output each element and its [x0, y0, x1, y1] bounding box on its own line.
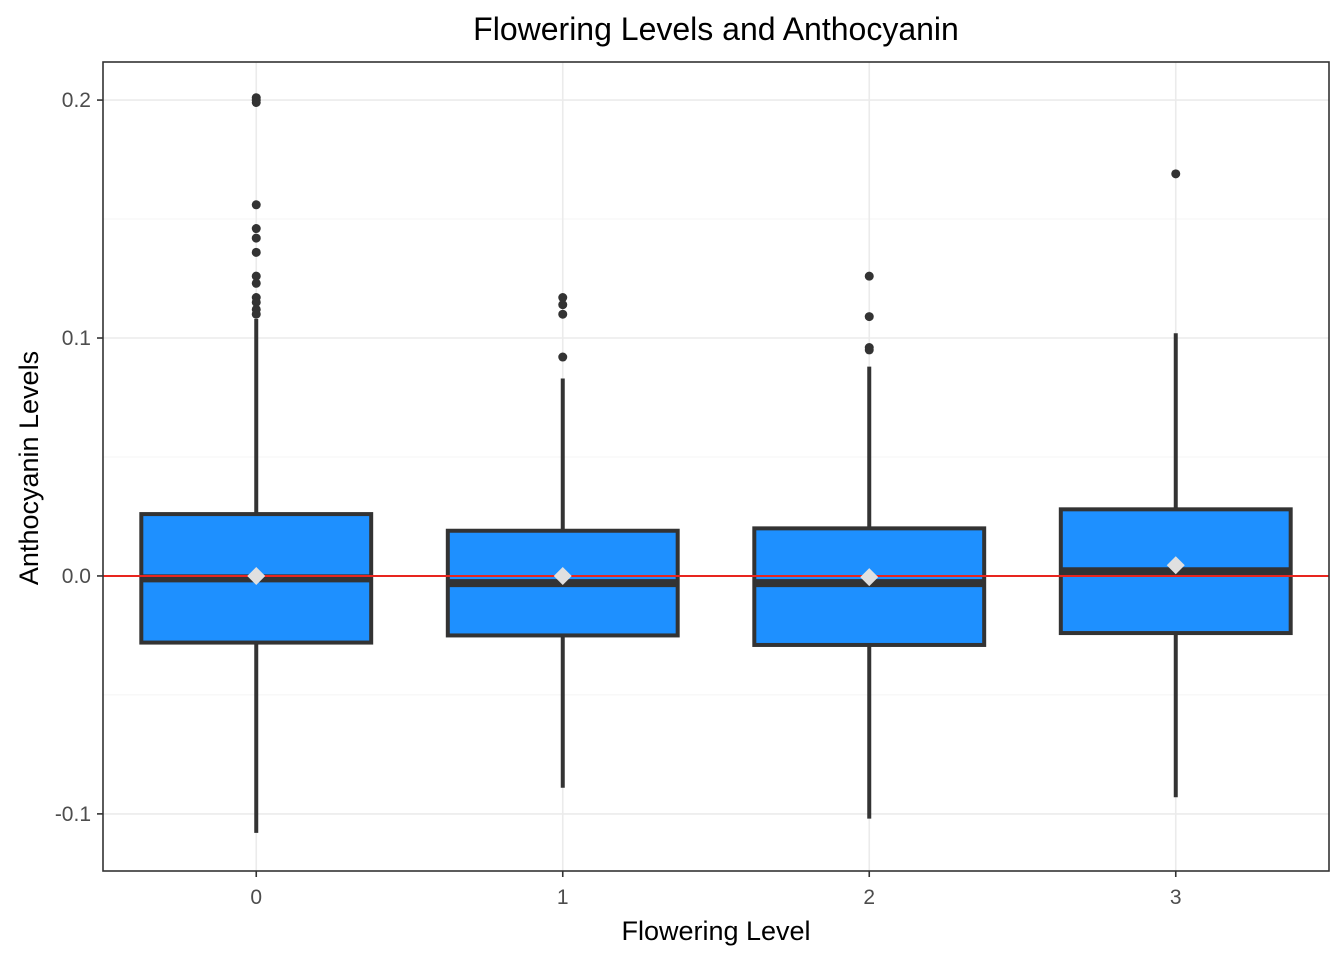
mean-markers [247, 556, 1185, 587]
mean-marker [860, 568, 879, 587]
outlier-point [251, 233, 261, 243]
outlier-point [251, 224, 261, 234]
outlier-point [864, 271, 874, 281]
x-tick-label: 0 [250, 886, 262, 909]
outlier-point [251, 309, 261, 319]
outlier-point [558, 300, 568, 310]
mean-marker [553, 566, 572, 585]
y-tick-label: 0.0 [62, 565, 91, 588]
box-group-0 [139, 93, 374, 833]
outlier-point [558, 293, 568, 303]
boxes [139, 93, 1293, 833]
mean-marker [1166, 556, 1185, 575]
chart-title: Flowering Levels and Anthocyanin [473, 11, 959, 47]
outlier-point [251, 271, 261, 281]
outlier-point [864, 345, 874, 355]
outlier-point [251, 247, 261, 257]
box-group-1 [445, 293, 680, 788]
axes: -0.1 0.0 0.1 0.2 0 1 2 3 [55, 89, 1182, 909]
outlier-point [251, 278, 261, 288]
outlier-point [558, 352, 568, 362]
outlier-point [864, 312, 874, 322]
x-tick-label: 1 [557, 886, 569, 909]
box-group-2 [752, 271, 987, 819]
outlier-point [1171, 169, 1181, 179]
outlier-point [251, 297, 261, 307]
x-tick-label: 2 [863, 886, 875, 909]
outlier-point [558, 309, 568, 319]
x-axis-title: Flowering Level [621, 916, 810, 946]
outlier-point [251, 200, 261, 210]
gridlines [103, 62, 1329, 871]
y-tick-label: -0.1 [55, 803, 91, 826]
outlier-point [251, 97, 261, 107]
mean-marker [247, 566, 266, 585]
panel-border [102, 61, 1330, 872]
y-axis-title: Anthocyanin Levels [14, 351, 44, 585]
y-tick-label: 0.1 [62, 327, 91, 350]
x-tick-label: 3 [1170, 886, 1182, 909]
y-tick-label: 0.2 [62, 89, 91, 112]
